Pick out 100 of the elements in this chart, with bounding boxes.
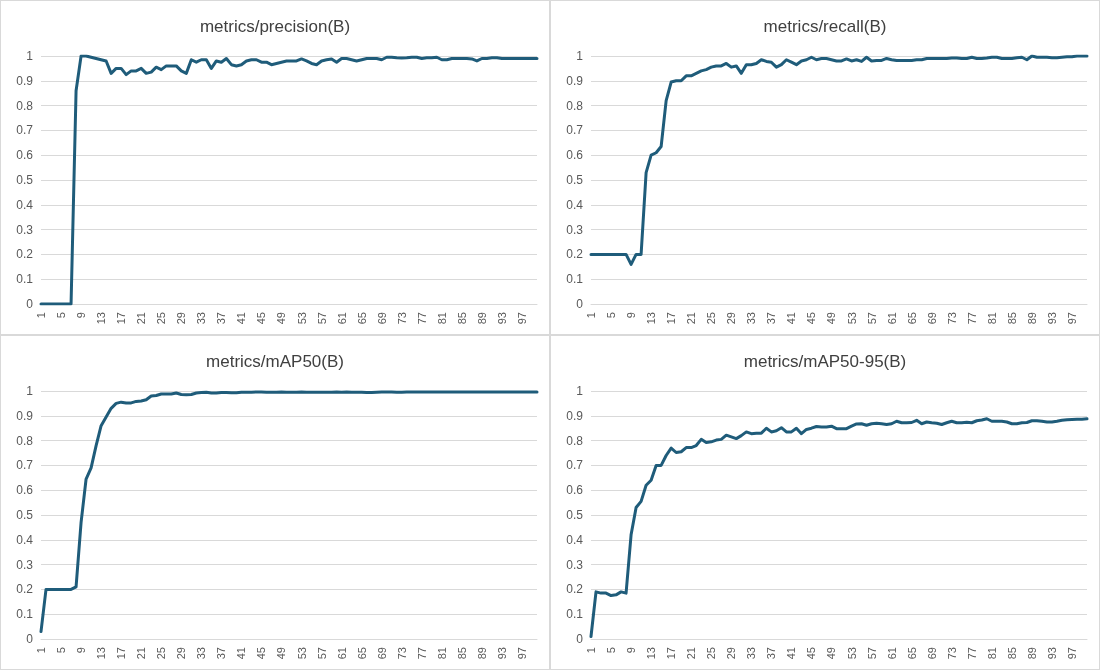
x-tick-label: 53	[845, 647, 858, 660]
x-tick-label: 25	[155, 312, 168, 325]
x-tick-label: 1	[35, 647, 47, 654]
x-tick-label: 73	[395, 312, 408, 325]
x-tick-label: 65	[355, 647, 368, 660]
x-tick-label: 13	[645, 312, 658, 325]
x-tick-label: 45	[805, 312, 818, 325]
x-tick-label: 13	[645, 647, 658, 660]
x-tick-label: 33	[745, 312, 758, 325]
y-tick-label: 0.8	[16, 98, 34, 113]
y-tick-label: 0.6	[16, 148, 34, 163]
y-tick-label: 0.8	[566, 98, 584, 113]
x-tick-label: 17	[665, 312, 678, 325]
x-tick-label: 49	[825, 312, 838, 325]
x-tick-label: 25	[705, 312, 718, 325]
x-tick-label: 97	[515, 312, 528, 325]
y-tick-label: 1	[576, 384, 584, 398]
x-tick-label: 65	[905, 647, 918, 660]
y-tick-label: 0.9	[16, 408, 34, 423]
y-tick-label: 0.2	[16, 582, 34, 597]
x-tick-label: 69	[925, 312, 938, 325]
x-tick-label: 89	[475, 312, 488, 325]
x-tick-label: 85	[455, 312, 468, 325]
x-tick-label: 1	[35, 312, 47, 319]
x-tick-label: 81	[985, 312, 998, 325]
x-tick-label: 61	[335, 647, 348, 660]
x-tick-label: 33	[745, 647, 758, 660]
x-tick-label: 17	[115, 312, 128, 325]
x-tick-label: 65	[355, 312, 368, 325]
x-tick-label: 17	[115, 647, 128, 660]
x-tick-label: 77	[965, 647, 978, 660]
x-tick-label: 89	[1025, 647, 1038, 660]
y-tick-label: 0.5	[566, 508, 584, 522]
x-tick-label: 61	[885, 647, 898, 660]
x-tick-label: 57	[315, 312, 328, 325]
y-tick-label: 0.7	[16, 458, 34, 473]
x-tick-label: 5	[605, 312, 618, 319]
x-tick-label: 5	[605, 647, 618, 654]
x-tick-label: 77	[965, 312, 978, 325]
x-tick-label: 13	[95, 312, 108, 325]
y-tick-label: 0.4	[16, 532, 34, 547]
x-tick-label: 21	[135, 647, 148, 660]
chart-title: metrics/mAP50(B)	[206, 352, 344, 371]
y-tick-label: 0.3	[16, 557, 34, 572]
x-tick-label: 9	[75, 312, 88, 319]
x-tick-label: 17	[665, 647, 678, 660]
x-tick-label: 49	[275, 312, 288, 325]
x-tick-label: 81	[435, 312, 448, 325]
x-tick-label: 9	[625, 647, 638, 654]
x-tick-label: 37	[215, 647, 228, 660]
y-tick-label: 0.3	[566, 557, 584, 572]
x-tick-label: 97	[1065, 647, 1078, 660]
x-tick-label: 89	[1025, 312, 1038, 325]
x-tick-label: 1	[585, 312, 597, 319]
x-tick-label: 45	[255, 312, 268, 325]
y-tick-label: 1	[576, 49, 584, 63]
x-tick-label: 77	[415, 312, 428, 325]
y-tick-label: 0.1	[566, 607, 584, 622]
x-tick-label: 45	[255, 647, 268, 660]
x-tick-label: 57	[865, 312, 878, 325]
y-tick-label: 0.2	[566, 247, 584, 262]
y-tick-label: 1	[26, 384, 34, 398]
x-tick-label: 33	[195, 647, 208, 660]
x-tick-label: 29	[175, 647, 188, 660]
x-tick-label: 41	[235, 647, 248, 660]
x-tick-label: 29	[725, 647, 738, 660]
x-tick-label: 49	[275, 647, 288, 660]
x-tick-label: 93	[1045, 647, 1058, 660]
x-tick-label: 49	[825, 647, 838, 660]
x-tick-label: 69	[375, 647, 388, 660]
x-tick-label: 85	[1005, 647, 1018, 660]
x-tick-label: 5	[55, 647, 68, 654]
x-tick-label: 69	[375, 312, 388, 325]
x-tick-label: 73	[945, 647, 958, 660]
y-tick-label: 0.4	[566, 532, 584, 547]
x-tick-label: 41	[785, 312, 798, 325]
x-tick-label: 29	[175, 312, 188, 325]
y-tick-label: 0.7	[16, 123, 34, 138]
x-tick-label: 9	[75, 647, 88, 654]
x-tick-label: 57	[315, 647, 328, 660]
x-tick-label: 81	[985, 647, 998, 660]
x-tick-label: 89	[475, 647, 488, 660]
x-tick-label: 37	[765, 312, 778, 325]
x-tick-label: 5	[55, 312, 68, 319]
y-tick-label: 0.8	[566, 433, 584, 448]
x-tick-label: 93	[495, 312, 508, 325]
x-tick-label: 81	[435, 647, 448, 660]
x-tick-label: 25	[155, 647, 168, 660]
x-tick-label: 73	[945, 312, 958, 325]
x-tick-label: 29	[725, 312, 738, 325]
x-tick-label: 57	[865, 647, 878, 660]
line-series	[589, 54, 1089, 266]
y-tick-label: 0.2	[566, 582, 584, 597]
chart-title: metrics/precision(B)	[199, 17, 351, 36]
x-tick-label: 9	[625, 312, 638, 319]
x-tick-label: 93	[1045, 312, 1058, 325]
y-tick-label: 0.1	[566, 272, 584, 287]
y-tick-label: 0.6	[16, 483, 34, 498]
y-tick-label: 0.9	[566, 73, 584, 88]
y-tick-label: 0.3	[566, 222, 584, 237]
